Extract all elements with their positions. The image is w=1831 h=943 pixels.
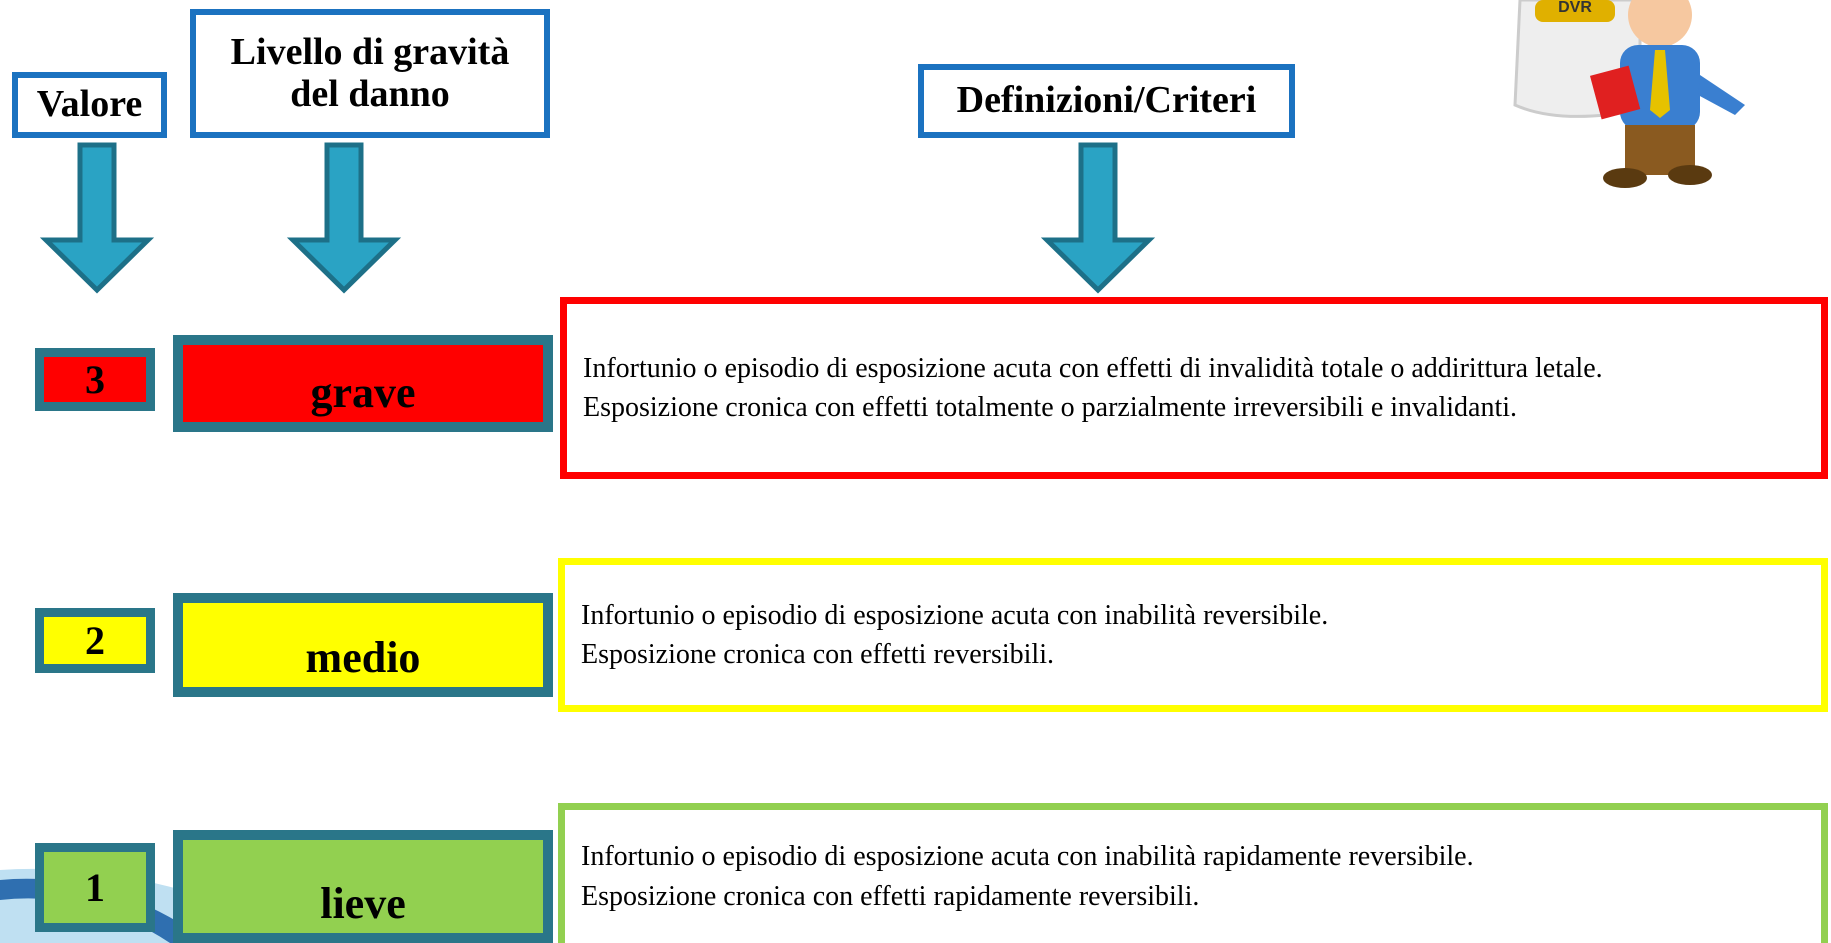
- criteria-line: Esposizione cronica con effetti reversib…: [581, 639, 1054, 670]
- arrows: [39, 142, 1156, 294]
- header-level: Livello di gravità del danno: [190, 9, 550, 138]
- clipart: DVR: [1513, 0, 1745, 188]
- criteria-line: Esposizione cronica con effetti rapidame…: [581, 880, 1200, 912]
- level-cell: grave: [173, 335, 553, 432]
- value-cell: 1: [35, 843, 155, 932]
- clipart-label: DVR: [1558, 0, 1592, 16]
- level-cell: medio: [173, 593, 553, 697]
- header-value: Valore: [12, 72, 167, 138]
- value-cell: 2: [35, 608, 155, 673]
- criteria-line: Infortunio o episodio di esposizione acu…: [581, 599, 1329, 631]
- level-cell: lieve: [173, 830, 553, 943]
- criteria-cell: Infortunio o episodio di esposizione acu…: [558, 558, 1828, 712]
- criteria-line: Infortunio o episodio di esposizione acu…: [583, 352, 1603, 384]
- criteria-line: Infortunio o episodio di esposizione acu…: [581, 841, 1474, 873]
- header-criteria: Definizioni/Criteri: [918, 64, 1295, 138]
- value-cell: 3: [35, 348, 155, 411]
- criteria-line: Esposizione cronica con effetti totalmen…: [583, 392, 1518, 423]
- criteria-cell: Infortunio o episodio di esposizione acu…: [558, 803, 1828, 943]
- criteria-cell: Infortunio o episodio di esposizione acu…: [560, 297, 1828, 479]
